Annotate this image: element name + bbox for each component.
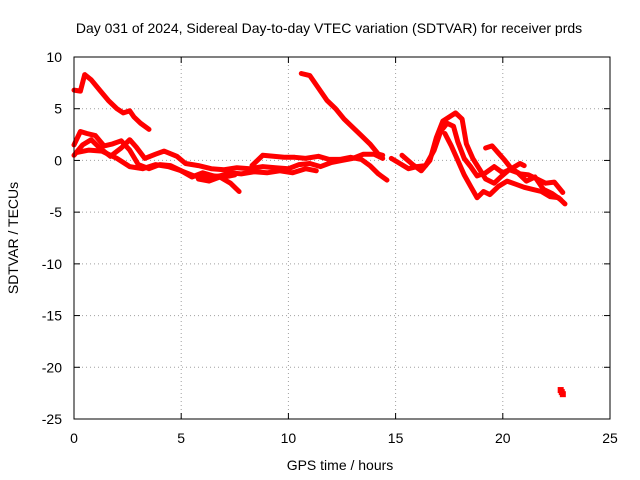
series-track-9 bbox=[399, 110, 564, 203]
y-tick-label: 5 bbox=[54, 101, 62, 117]
axes: 0 5 10 15 20 25 10 5 0 -5 -10 -15 -20 -25 bbox=[42, 49, 618, 446]
x-tick-label: 25 bbox=[602, 430, 618, 446]
series-track-2 bbox=[298, 71, 386, 158]
y-axis-label: SDTVAR / TECUs bbox=[5, 182, 21, 294]
series-track-6 bbox=[195, 174, 242, 194]
y-tick-label: -5 bbox=[50, 204, 63, 220]
y-tick-label: -15 bbox=[42, 308, 62, 324]
plot-frame bbox=[73, 56, 611, 420]
x-tick-label: 10 bbox=[281, 430, 297, 446]
data-series bbox=[71, 71, 568, 398]
x-axis-label: GPS time / hours bbox=[287, 457, 394, 473]
y-tick-label: -10 bbox=[42, 256, 62, 272]
chart-title: Day 031 of 2024, Sidereal Day-to-day VTE… bbox=[76, 20, 582, 36]
y-tick-label: -20 bbox=[42, 359, 62, 375]
x-tick-label: 5 bbox=[177, 430, 185, 446]
x-tick-label: 15 bbox=[388, 430, 404, 446]
series-track-10 bbox=[442, 131, 568, 207]
series-track-11 bbox=[483, 143, 527, 172]
x-tick-label: 20 bbox=[495, 430, 511, 446]
y-tick-label: -25 bbox=[42, 411, 62, 427]
series-track-1 bbox=[71, 72, 152, 132]
y-tick-label: 0 bbox=[54, 152, 62, 168]
series-track-4 bbox=[71, 137, 386, 173]
outlier-point bbox=[558, 389, 565, 396]
series-track-7 bbox=[249, 152, 390, 183]
x-tick-label: 0 bbox=[70, 430, 78, 446]
grid bbox=[74, 57, 610, 419]
y-tick-label: 10 bbox=[46, 49, 62, 65]
